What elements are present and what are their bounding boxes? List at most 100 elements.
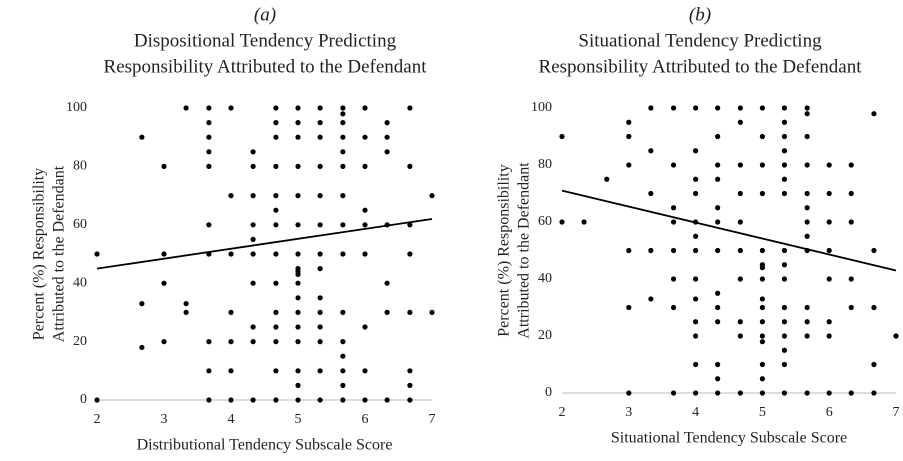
point: [804, 233, 810, 239]
chart-title: Situational Tendency Predicting: [578, 30, 822, 51]
point: [715, 162, 721, 168]
point: [295, 105, 301, 111]
point: [626, 133, 632, 140]
point: [407, 382, 413, 388]
point: [759, 162, 766, 168]
point: [407, 309, 413, 315]
point: [407, 251, 413, 257]
point: [759, 247, 766, 254]
point: [250, 339, 256, 345]
point: [317, 324, 323, 330]
point: [781, 119, 788, 125]
point: [715, 219, 721, 225]
point: [715, 361, 721, 368]
point: [273, 120, 279, 126]
point: [737, 190, 743, 197]
point: [871, 111, 877, 117]
point: [362, 324, 368, 330]
point: [715, 105, 721, 111]
point: [250, 251, 256, 257]
point: [317, 193, 323, 199]
point: [250, 280, 256, 286]
point: [362, 397, 368, 403]
point: [206, 149, 212, 155]
y-tick-label: 40: [73, 275, 87, 290]
point: [384, 397, 390, 403]
point: [781, 148, 788, 154]
point: [848, 162, 854, 168]
y-tick-label: 100: [531, 100, 552, 115]
point: [295, 134, 301, 140]
point: [161, 251, 167, 257]
point: [340, 339, 346, 345]
point: [362, 163, 368, 169]
point: [670, 205, 677, 211]
point: [670, 276, 677, 282]
y-tick-label: 0: [80, 392, 87, 407]
point: [781, 105, 788, 111]
point: [804, 205, 810, 211]
point: [848, 304, 854, 311]
point: [317, 222, 323, 228]
point: [317, 368, 323, 374]
point: [759, 319, 766, 325]
point: [139, 301, 145, 307]
point: [804, 333, 810, 339]
point: [781, 276, 788, 282]
point: [670, 304, 677, 311]
point: [340, 251, 346, 257]
point: [362, 222, 368, 228]
point: [362, 368, 368, 374]
point: [848, 190, 854, 197]
point: [781, 190, 788, 197]
point: [693, 276, 699, 282]
y-tick-label: 20: [538, 328, 552, 343]
point: [826, 333, 832, 339]
point: [693, 333, 699, 339]
point: [648, 296, 654, 302]
point: [759, 304, 766, 311]
point: [273, 368, 279, 374]
point: [407, 105, 413, 111]
point: [362, 251, 368, 257]
point: [407, 397, 413, 403]
y-tick-label: 60: [538, 214, 552, 229]
y-axis-label: Attributed to the Defendant: [51, 165, 68, 342]
panel-label: (b): [689, 4, 711, 25]
point: [804, 390, 810, 396]
point: [648, 190, 654, 197]
point: [228, 397, 234, 403]
point: [295, 339, 301, 345]
point: [648, 148, 654, 154]
y-tick-label: 20: [73, 334, 87, 349]
point: [317, 134, 323, 140]
point: [295, 368, 301, 374]
point: [317, 266, 323, 272]
point: [804, 304, 810, 311]
point: [737, 219, 743, 225]
point: [384, 309, 390, 315]
point: [384, 134, 390, 140]
point: [826, 247, 832, 254]
point: [295, 120, 301, 126]
point: [715, 304, 721, 311]
point: [362, 134, 368, 140]
point: [317, 163, 323, 169]
point: [295, 397, 301, 403]
point: [670, 390, 677, 396]
point: [848, 219, 854, 225]
point: [715, 176, 721, 182]
point: [206, 163, 212, 169]
point: [295, 382, 301, 388]
point: [340, 368, 346, 374]
point: [737, 119, 743, 125]
point: [340, 149, 346, 155]
chart-title: Dispositional Tendency Predicting: [134, 30, 397, 51]
point: [759, 296, 766, 302]
point: [250, 397, 256, 403]
point: [826, 190, 832, 197]
point: [804, 111, 810, 117]
y-tick-label: 0: [545, 385, 552, 400]
point: [871, 390, 877, 396]
point: [693, 176, 699, 182]
